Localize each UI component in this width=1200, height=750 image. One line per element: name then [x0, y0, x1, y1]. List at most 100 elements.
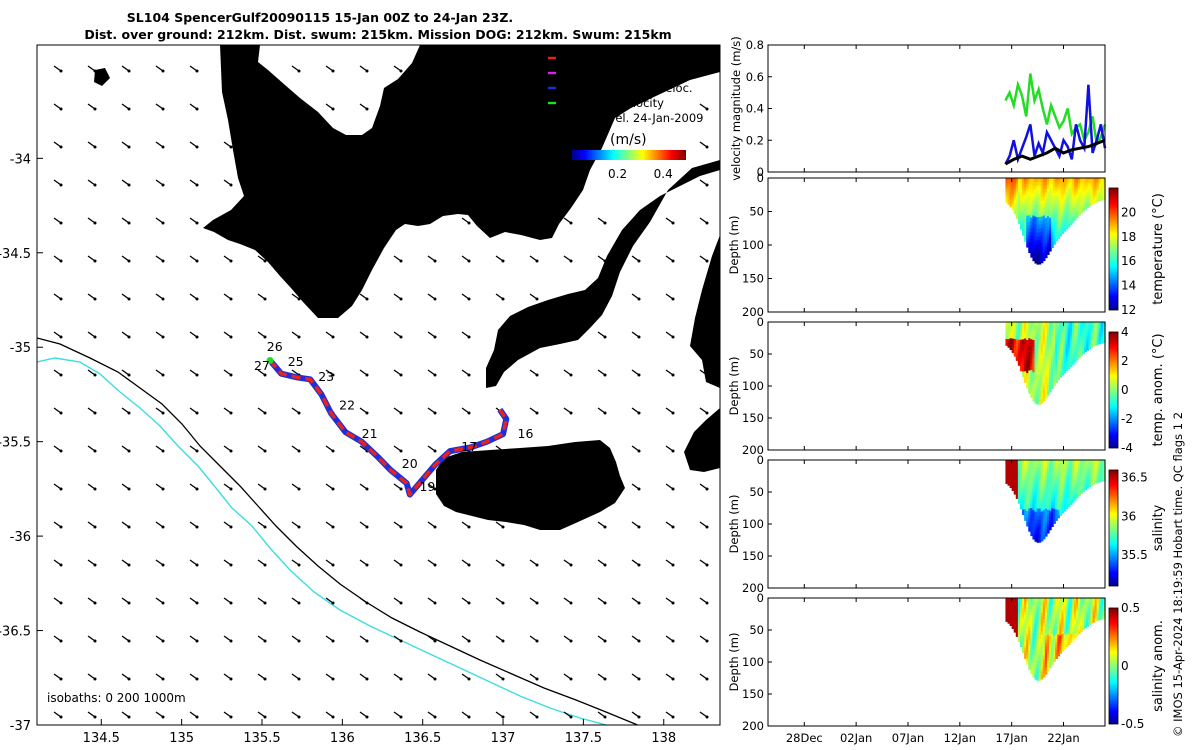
section-cell [1049, 217, 1052, 222]
section-cell [1011, 188, 1015, 191]
section-cell [1102, 599, 1106, 602]
section-cell [1102, 477, 1106, 480]
section-cell [1065, 208, 1069, 211]
section-cell [1040, 329, 1044, 334]
section-cell [1013, 199, 1017, 202]
section-cell [1040, 340, 1044, 345]
section-cell [1094, 612, 1098, 615]
section-cell [1059, 220, 1063, 224]
section-cell [1017, 196, 1021, 200]
section-cell [1049, 632, 1052, 637]
section-cell [1057, 191, 1060, 196]
section-cell [1096, 611, 1100, 613]
section-cell [1036, 530, 1040, 536]
section-cell [1015, 190, 1019, 194]
section-cell [1055, 462, 1058, 467]
section-cell [1075, 181, 1079, 184]
section-cell [1049, 347, 1052, 352]
section-cell [1100, 599, 1104, 602]
section-cell [1038, 616, 1042, 621]
section-cell [1032, 350, 1036, 355]
velocity-arrow-head [297, 411, 301, 415]
section-cell [1096, 196, 1100, 199]
section-cell [1036, 624, 1040, 629]
section-cell [1067, 362, 1071, 365]
section-cell [1075, 201, 1079, 204]
section-cell [1049, 466, 1052, 471]
section-cell [1028, 514, 1031, 519]
section-cell [1038, 244, 1042, 249]
velocity-arrow-head [637, 677, 641, 681]
section-cell [1053, 500, 1056, 504]
section-cell [1005, 328, 1009, 331]
section-cell [1049, 325, 1052, 329]
section-cell [1046, 250, 1050, 255]
section-cell [1049, 194, 1052, 199]
section-cell [1022, 180, 1025, 184]
section-cell [1011, 621, 1015, 624]
section-cell [1038, 329, 1042, 334]
section-cell [1088, 194, 1092, 197]
velocity-arrow-head [501, 639, 505, 643]
section-cell [1034, 325, 1038, 330]
section-cell [1084, 201, 1087, 204]
section-cell [1100, 326, 1104, 329]
section-cell [1063, 621, 1067, 624]
section-cell [1005, 605, 1009, 608]
section-cell [1009, 323, 1013, 326]
section-cell [1073, 625, 1077, 628]
section-cell [1063, 644, 1067, 647]
section-cell [1026, 642, 1029, 647]
section-cell [1046, 621, 1050, 626]
section-cell [1096, 323, 1100, 325]
section-cell [1094, 616, 1098, 619]
section-cell [1080, 463, 1083, 466]
section-cell [1073, 612, 1077, 615]
section-cell [1100, 477, 1104, 479]
section-cell [1061, 481, 1065, 485]
section-cell [1030, 213, 1034, 219]
section-cell [1098, 189, 1102, 191]
section-cell [1030, 322, 1034, 327]
velocity-arrow-head [195, 373, 199, 377]
section-cell [1051, 622, 1054, 626]
section-cell [1094, 332, 1098, 335]
section-cell [1030, 511, 1034, 516]
section-cell [1069, 186, 1073, 190]
section-cell [1026, 660, 1029, 665]
section-cell [1051, 652, 1054, 656]
section-cell [1067, 215, 1071, 219]
section-cell [1019, 219, 1023, 223]
section-cell [1059, 212, 1063, 216]
section-cell [1030, 356, 1034, 361]
section-cell [1057, 501, 1060, 506]
section-cell [1100, 193, 1104, 196]
section-cell [1028, 188, 1031, 193]
section-cell [1011, 199, 1015, 202]
section-cell [1005, 462, 1009, 464]
section-cell [1092, 343, 1096, 346]
section-cell [1019, 324, 1023, 328]
section-cell [1009, 600, 1013, 603]
section-cell [1086, 618, 1090, 621]
section-cell [1019, 335, 1023, 339]
section-cell [1102, 473, 1106, 476]
section-cell [1094, 460, 1098, 462]
section-cell [1051, 646, 1054, 650]
section-cell [1100, 188, 1104, 191]
section-cell [1102, 334, 1106, 336]
section-cell [1026, 384, 1029, 389]
section-cell [1042, 474, 1046, 479]
section-cell [1028, 636, 1031, 641]
section-cell [1051, 364, 1054, 368]
section-cell [1013, 335, 1017, 339]
section-cell [1084, 334, 1087, 337]
section-cell [1036, 260, 1040, 265]
section-cell [1026, 354, 1029, 359]
section-cell [1075, 475, 1079, 478]
section-cell [1094, 461, 1098, 463]
section-cell [1075, 188, 1079, 192]
section-cell [1005, 199, 1009, 201]
section-cell [1011, 460, 1015, 462]
section-cell [1082, 339, 1085, 342]
